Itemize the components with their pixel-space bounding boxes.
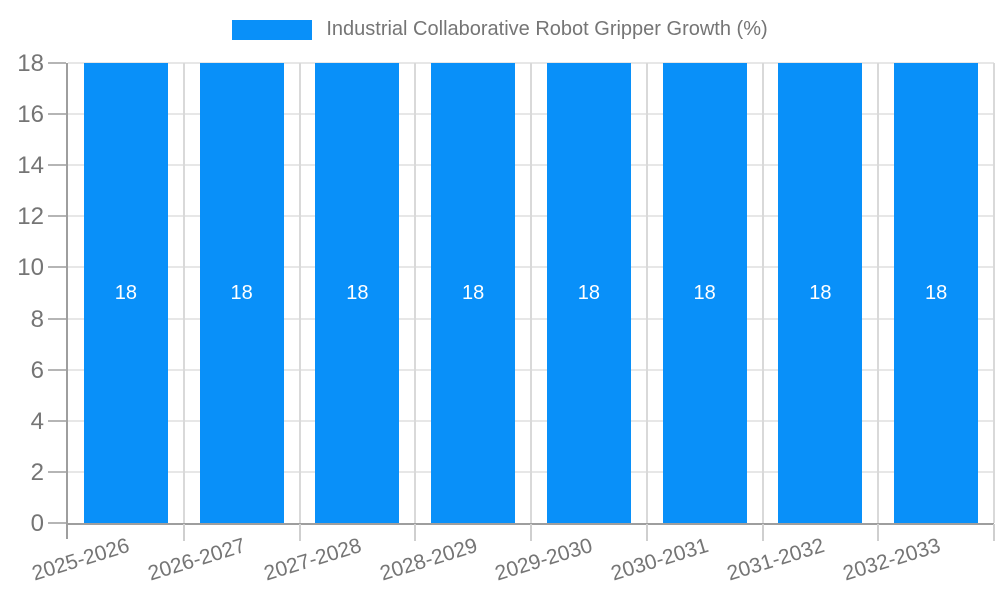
x-category-label: 2028-2029 (377, 534, 480, 586)
y-axis-tick (48, 113, 66, 116)
x-axis-tick (530, 524, 532, 541)
legend-swatch (232, 19, 313, 40)
x-category-label: 2030-2031 (608, 534, 712, 586)
bar[interactable]: 18 (315, 63, 400, 523)
gridline-vertical (761, 63, 764, 523)
gridline-vertical (414, 63, 417, 523)
y-axis-tick (48, 164, 66, 167)
bar-value-label: 18 (114, 282, 137, 304)
y-axis-tick (48, 419, 66, 422)
x-category-label: 2032-2033 (840, 534, 943, 586)
gridline-vertical (182, 63, 185, 523)
y-axis-tick-label: 10 (17, 254, 44, 282)
bar[interactable]: 18 (431, 63, 516, 523)
y-axis-tick (48, 62, 66, 64)
bar-value-label: 18 (693, 282, 716, 304)
legend: Industrial Collaborative Robot Gripper G… (0, 18, 1000, 41)
bar[interactable]: 18 (662, 63, 747, 523)
y-axis-tick (48, 368, 66, 371)
x-axis-tick (645, 524, 648, 541)
x-axis-tick (182, 524, 185, 541)
y-axis-tick-label: 8 (30, 305, 44, 333)
y-axis-tick-label: 6 (30, 356, 44, 384)
gridline-vertical (993, 63, 995, 523)
x-axis-tick (877, 524, 880, 541)
y-axis-line (66, 63, 68, 539)
gridline-vertical (530, 63, 532, 523)
x-category-label: 2029-2030 (492, 534, 596, 586)
gridline-vertical (877, 63, 880, 523)
y-axis-tick-label: 12 (17, 203, 44, 231)
bar[interactable]: 18 (199, 63, 284, 523)
y-axis-tick (48, 317, 66, 320)
bar-value-label: 18 (809, 282, 832, 304)
bar-value-label: 18 (346, 282, 369, 304)
x-category-label: 2025-2026 (29, 534, 133, 586)
y-axis-tick (48, 215, 66, 218)
x-axis-tick (414, 524, 417, 541)
x-category-label: 2026-2027 (145, 534, 249, 586)
y-axis-tick-label: 2 (30, 458, 44, 486)
y-axis-tick-label: 0 (30, 510, 44, 537)
bar-value-label: 18 (925, 282, 948, 304)
x-category-label: 2031-2032 (724, 534, 828, 586)
x-axis-tick (298, 524, 301, 541)
y-axis-tick (48, 266, 66, 269)
plot-area: 18 18 18 18 18 18 18 18 (66, 62, 995, 539)
y-axis-tick (48, 470, 66, 473)
x-category-label: 2027-2028 (261, 534, 365, 586)
legend-label: Industrial Collaborative Robot Gripper G… (326, 18, 768, 40)
bar[interactable]: 18 (894, 63, 979, 523)
y-axis-tick-label: 16 (17, 101, 44, 129)
y-axis-tick-label: 18 (17, 50, 44, 77)
x-axis-tick (761, 524, 764, 541)
gridline-vertical (645, 63, 648, 523)
bar-value-label: 18 (230, 282, 253, 304)
bar[interactable]: 18 (778, 63, 863, 523)
bar-value-label: 18 (577, 282, 600, 304)
y-axis-tick (48, 522, 66, 524)
bar[interactable]: 18 (83, 63, 168, 523)
y-axis-tick-label: 4 (30, 407, 44, 435)
bar-value-label: 18 (462, 282, 485, 304)
x-axis-tick (993, 524, 995, 541)
gridline-vertical (298, 63, 301, 523)
bar[interactable]: 18 (546, 63, 631, 523)
y-axis-tick-label: 14 (17, 152, 44, 180)
